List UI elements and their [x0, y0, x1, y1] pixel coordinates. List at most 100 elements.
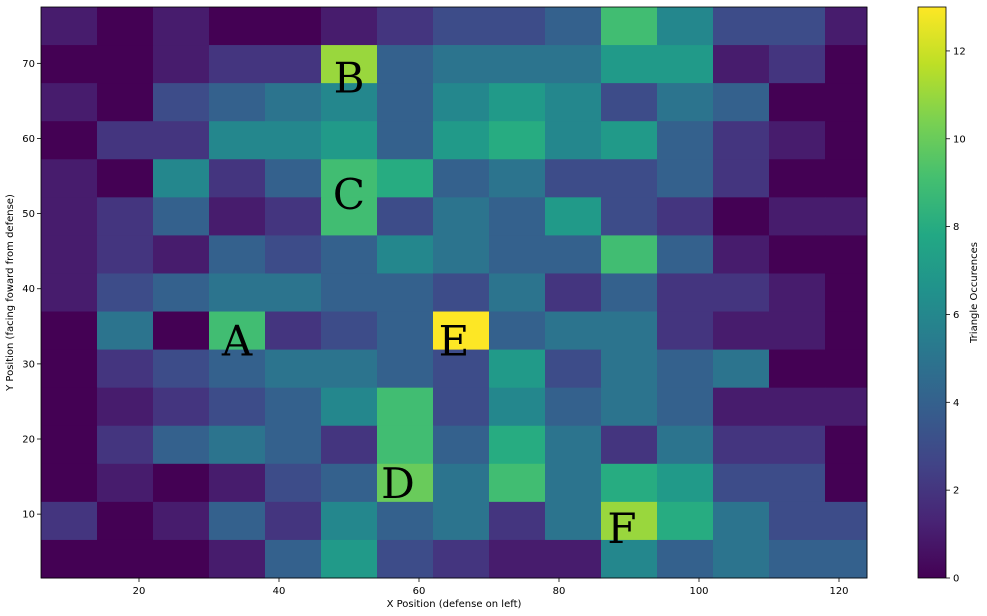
heatmap-cell	[713, 463, 770, 503]
heatmap-cell	[153, 539, 210, 579]
heatmap-cell	[489, 83, 546, 122]
heatmap-cell	[265, 387, 322, 427]
heatmap-cell	[489, 45, 546, 84]
heatmap-cell	[713, 197, 770, 236]
annotation-b: B	[334, 53, 365, 102]
heatmap-cell	[97, 387, 154, 427]
plot-frame	[40, 6, 868, 579]
heatmap-cell	[713, 83, 770, 122]
heatmap-cell	[433, 121, 490, 160]
heatmap-cell	[489, 197, 546, 236]
heatmap-cell	[321, 235, 378, 274]
y-tick-label: 20	[22, 435, 35, 446]
heatmap-cell	[769, 273, 826, 313]
heatmap-cell	[377, 197, 434, 236]
heatmap-cell	[153, 463, 210, 503]
heatmap-cell	[209, 463, 266, 503]
heatmap-cell	[713, 311, 770, 351]
heatmap-cell	[265, 539, 322, 579]
heatmap-cell	[97, 501, 154, 541]
heatmap-cell	[209, 83, 266, 122]
heatmap-cell	[601, 425, 658, 465]
heatmap-cell	[209, 501, 266, 541]
heatmap-cell	[153, 83, 210, 122]
heatmap-cell	[825, 273, 868, 313]
heatmap-cell	[489, 501, 546, 541]
heatmap-cell	[713, 501, 770, 541]
heatmap-cell	[41, 501, 98, 541]
colorbar-tick-label: 10	[953, 134, 966, 145]
heatmap-cell	[545, 83, 602, 122]
colorbar-tick-label: 2	[953, 486, 959, 497]
heatmap-cell	[713, 159, 770, 198]
heatmap-cell	[601, 387, 658, 427]
heatmap-cell	[769, 387, 826, 427]
heatmap-cell	[657, 83, 714, 122]
heatmap-cell	[489, 121, 546, 160]
heatmap-cell	[41, 159, 98, 198]
heatmap-cell	[265, 311, 322, 351]
heatmap-cell	[321, 83, 378, 122]
heatmap-cell	[41, 197, 98, 236]
heatmap-cell	[209, 197, 266, 236]
heatmap-cell	[489, 425, 546, 465]
heatmap-cell	[153, 235, 210, 274]
y-axis: 10 20 30 40 50 60 70	[22, 59, 41, 521]
heatmap-cell	[377, 7, 434, 46]
heatmap-cell	[657, 45, 714, 84]
heatmap-cell	[825, 235, 868, 274]
heatmap-cell	[153, 45, 210, 84]
heatmap-cell	[713, 273, 770, 313]
x-axis-label: X Position (defense on left)	[387, 599, 522, 610]
heatmap-cell	[545, 501, 602, 541]
heatmap-cell	[377, 121, 434, 160]
heatmap-cell	[41, 83, 98, 122]
heatmap-cell	[657, 235, 714, 274]
heatmap-cell	[769, 501, 826, 541]
heatmap-cell	[601, 463, 658, 503]
heatmap-cell	[545, 197, 602, 236]
heatmap-cell	[209, 539, 266, 579]
heatmap-cell	[713, 387, 770, 427]
heatmap-cell	[265, 159, 322, 198]
heatmap-cell	[265, 121, 322, 160]
heatmap-cell	[377, 539, 434, 579]
y-tick-label: 50	[22, 209, 35, 220]
colorbar-tick-label: 12	[953, 46, 966, 57]
heatmap-cell	[321, 273, 378, 313]
heatmap-cell	[209, 311, 266, 351]
heatmap-cell	[153, 7, 210, 46]
heatmap-cell	[489, 539, 546, 579]
heatmap-cell	[601, 197, 658, 236]
heatmap-cell	[209, 425, 266, 465]
heatmap-cell	[769, 197, 826, 236]
heatmap-cell	[825, 463, 868, 503]
heatmap-cell	[265, 83, 322, 122]
heatmap-cell	[769, 539, 826, 579]
heatmap-cell	[321, 387, 378, 427]
heatmap-cell	[153, 159, 210, 198]
heatmap-cell	[41, 463, 98, 503]
heatmap-cell	[41, 539, 98, 579]
heatmap-cell	[97, 45, 154, 84]
heatmap-cell	[601, 349, 658, 389]
heatmap-cell	[377, 425, 434, 465]
heatmap-cell	[433, 235, 490, 274]
heatmap-cell	[209, 7, 266, 46]
heatmap-cell	[769, 425, 826, 465]
heatmap-cell	[41, 45, 98, 84]
annotation-e: E	[439, 316, 470, 365]
heatmap-cell	[377, 45, 434, 84]
heatmap-cell	[377, 235, 434, 274]
heatmap-cell	[377, 83, 434, 122]
heatmap-cell	[657, 501, 714, 541]
heatmap-cell	[489, 463, 546, 503]
heatmap-cell	[41, 273, 98, 313]
heatmap-cell	[41, 121, 98, 160]
heatmap-cell	[601, 121, 658, 160]
heatmap-cell	[545, 387, 602, 427]
heatmap-cell	[713, 235, 770, 274]
colorbar-tick-label: 8	[953, 222, 959, 233]
x-axis: 20 40 60 80 100 120	[133, 578, 849, 597]
